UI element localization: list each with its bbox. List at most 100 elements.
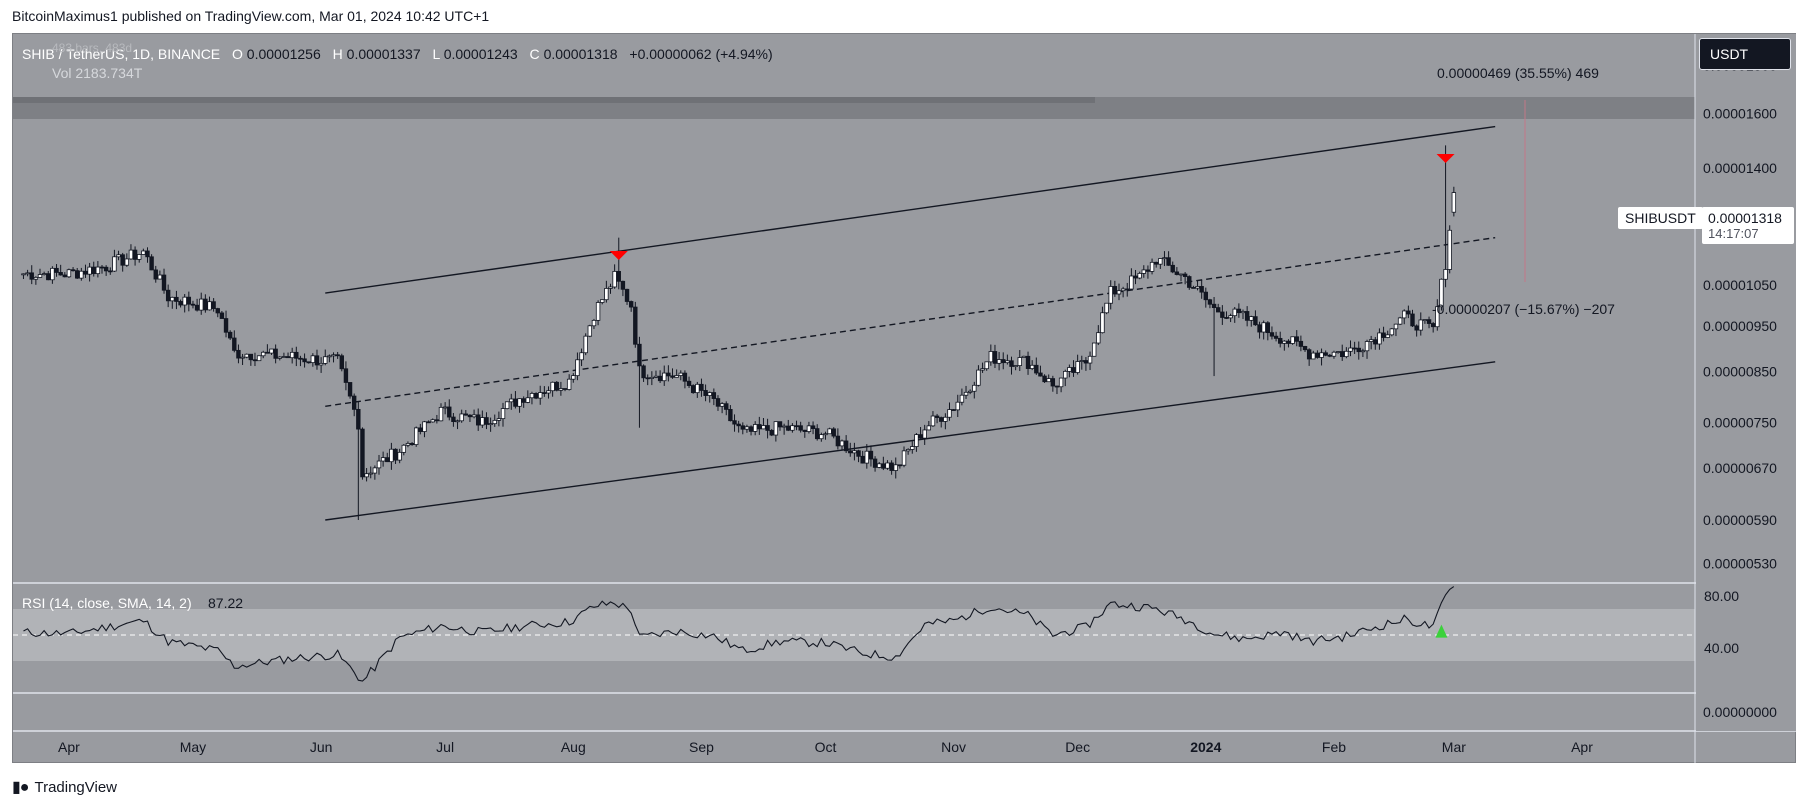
candle[interactable] xyxy=(595,300,601,326)
candle[interactable] xyxy=(418,423,423,435)
candle[interactable] xyxy=(1145,265,1151,279)
candle[interactable] xyxy=(653,370,659,379)
candle[interactable] xyxy=(1141,265,1146,278)
candle[interactable] xyxy=(1306,348,1312,366)
candle[interactable] xyxy=(525,390,531,404)
candle[interactable] xyxy=(1087,351,1093,371)
candle[interactable] xyxy=(1257,321,1262,339)
candle[interactable] xyxy=(327,354,332,363)
candle[interactable] xyxy=(690,384,696,394)
candle[interactable] xyxy=(1017,350,1022,371)
candle[interactable] xyxy=(393,448,398,464)
candle[interactable] xyxy=(273,344,278,364)
candle[interactable] xyxy=(1265,321,1271,341)
candle[interactable] xyxy=(1261,320,1266,340)
candle[interactable] xyxy=(1418,312,1423,336)
candle[interactable] xyxy=(662,365,667,386)
candle[interactable] xyxy=(459,409,464,423)
candle[interactable] xyxy=(877,461,882,469)
candle[interactable] xyxy=(430,418,435,423)
candle[interactable] xyxy=(732,414,737,432)
candle[interactable] xyxy=(1356,341,1361,360)
candle[interactable] xyxy=(1377,328,1382,350)
candle[interactable] xyxy=(649,371,655,386)
candle[interactable] xyxy=(513,391,518,409)
candle[interactable] xyxy=(963,385,969,399)
candle[interactable] xyxy=(1038,365,1043,377)
candle[interactable] xyxy=(1170,261,1175,274)
candle[interactable] xyxy=(120,252,125,272)
candle[interactable] xyxy=(1435,299,1440,331)
candle[interactable] xyxy=(719,402,725,414)
candle[interactable] xyxy=(579,348,584,367)
candle[interactable] xyxy=(930,411,936,427)
candle[interactable] xyxy=(1075,354,1080,375)
candle[interactable] xyxy=(645,374,650,386)
candle[interactable] xyxy=(261,350,266,359)
candle[interactable] xyxy=(980,362,985,373)
candle[interactable] xyxy=(108,267,113,275)
candle[interactable] xyxy=(41,271,47,276)
candle[interactable] xyxy=(476,408,481,431)
candle[interactable] xyxy=(1331,350,1337,359)
candle[interactable] xyxy=(1162,251,1167,267)
candle[interactable] xyxy=(1067,364,1072,378)
candle[interactable] xyxy=(802,429,807,438)
candle[interactable] xyxy=(575,352,580,381)
candle[interactable] xyxy=(1402,309,1407,325)
candle[interactable] xyxy=(87,262,92,282)
candle[interactable] xyxy=(1195,280,1200,291)
candle[interactable] xyxy=(323,349,328,366)
candle[interactable] xyxy=(157,270,163,280)
candle[interactable] xyxy=(75,267,80,279)
candle[interactable] xyxy=(347,382,353,399)
candle[interactable] xyxy=(285,352,291,359)
candle[interactable] xyxy=(335,351,340,359)
candle[interactable] xyxy=(1373,337,1378,350)
candle[interactable] xyxy=(1104,302,1109,315)
candle[interactable] xyxy=(409,442,415,446)
candle[interactable] xyxy=(223,310,229,338)
candle[interactable] xyxy=(269,348,274,355)
candle[interactable] xyxy=(1009,356,1014,375)
candle[interactable] xyxy=(819,432,824,442)
candle[interactable] xyxy=(318,357,324,373)
candle[interactable] xyxy=(628,300,634,312)
candle[interactable] xyxy=(1323,350,1328,357)
candle[interactable] xyxy=(413,426,419,447)
candle[interactable] xyxy=(889,460,894,475)
candle[interactable] xyxy=(343,361,349,391)
candle[interactable] xyxy=(1381,326,1386,342)
candle[interactable] xyxy=(1410,309,1415,327)
candle[interactable] xyxy=(298,355,303,367)
candle[interactable] xyxy=(604,280,609,303)
candle[interactable] xyxy=(244,353,249,359)
candle[interactable] xyxy=(1286,339,1291,348)
candle[interactable] xyxy=(856,449,861,463)
candle[interactable] xyxy=(1013,365,1018,371)
candle[interactable] xyxy=(289,347,295,364)
candle[interactable] xyxy=(1005,354,1010,365)
candle[interactable] xyxy=(1071,360,1076,377)
candle[interactable] xyxy=(1443,145,1448,288)
candle[interactable] xyxy=(455,419,460,430)
candle[interactable] xyxy=(724,401,729,416)
candle[interactable] xyxy=(1178,273,1184,282)
candle[interactable] xyxy=(70,267,76,272)
candle[interactable] xyxy=(678,370,683,381)
candle[interactable] xyxy=(1311,350,1316,360)
candle[interactable] xyxy=(1327,353,1333,358)
candle[interactable] xyxy=(1149,258,1155,275)
candle[interactable] xyxy=(500,402,506,427)
candle[interactable] xyxy=(256,355,262,362)
candle[interactable] xyxy=(769,428,774,437)
candle[interactable] xyxy=(1216,303,1221,313)
candle[interactable] xyxy=(1352,341,1357,354)
candle[interactable] xyxy=(1348,340,1353,357)
candle[interactable] xyxy=(752,421,758,436)
candle[interactable] xyxy=(566,374,572,391)
candle[interactable] xyxy=(1389,327,1395,337)
candle[interactable] xyxy=(926,420,932,431)
candle[interactable] xyxy=(761,417,766,430)
candle[interactable] xyxy=(852,442,857,461)
